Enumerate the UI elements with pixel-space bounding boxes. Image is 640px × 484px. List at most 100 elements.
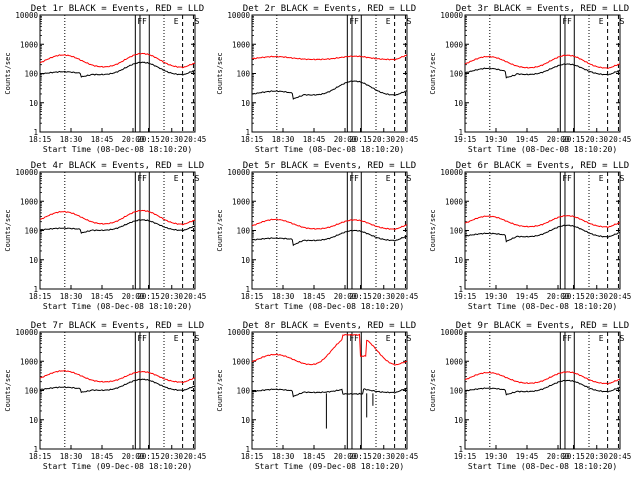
x-tick-label: 20:45 (609, 135, 632, 144)
panel-det8: Det 8r BLACK = Events, RED = LLD Counts/s… (216, 321, 418, 471)
panel-title: Det 3r BLACK = Events, RED = LLD (456, 4, 629, 14)
x-tick-label: 20:45 (396, 292, 419, 301)
series-lld-line (39, 52, 196, 69)
event-flag: F (137, 334, 142, 343)
plot-frame (251, 171, 408, 290)
y-axis-label: Counts/sec (4, 52, 12, 94)
series-events-line (39, 378, 196, 394)
y-tick-label: 10 (241, 99, 251, 108)
x-tick-label: 20:30 (585, 452, 608, 461)
panel-title: Det 6r BLACK = Events, RED = LLD (456, 161, 629, 171)
y-tick-label: 10 (241, 416, 251, 425)
y-tick-label: 1000 (20, 197, 39, 206)
series-events-line (39, 61, 196, 78)
y-tick-label: 10000 (227, 11, 250, 20)
y-tick-label: 1 (33, 128, 38, 137)
x-tick-label: 19:15 (454, 292, 477, 301)
x-tick-label: 20:00 (547, 135, 570, 144)
event-flag: S (407, 17, 412, 26)
y-tick-label: 1 (458, 128, 463, 137)
event-flag: S (407, 174, 412, 183)
y-tick-label: 1 (33, 445, 38, 454)
y-axis-label: Counts/sec (216, 209, 224, 251)
event-flag: F (562, 17, 567, 26)
x-tick-label: 20:45 (184, 452, 207, 461)
event-flag: F (349, 334, 354, 343)
y-tick-label: 100 (24, 227, 38, 236)
x-tick-label: 19:45 (516, 292, 539, 301)
event-flag: F (349, 174, 354, 183)
event-flag: F (354, 174, 359, 183)
x-axis-label: Start Time (09-Dec-08 18:10:20) (255, 462, 404, 471)
y-tick-label: 1000 (20, 40, 39, 49)
x-tick-label: 20:15 (349, 292, 372, 301)
x-tick-label: 20:15 (137, 452, 160, 461)
x-tick-label: 19:15 (454, 452, 477, 461)
x-tick-label: 20:00 (334, 452, 357, 461)
event-flag: S (620, 174, 625, 183)
event-flag: F (562, 334, 567, 343)
x-axis-label: Start Time (08-Dec-08 18:10:20) (43, 302, 192, 311)
x-tick-label: 18:45 (91, 135, 114, 144)
y-tick-label: 100 (236, 227, 250, 236)
y-axis-label: Counts/sec (4, 369, 12, 411)
event-flag: E (174, 334, 179, 343)
x-axis-label: Start Time (09-Dec-08 18:10:20) (43, 462, 192, 471)
panel-det7: Det 7r BLACK = Events, RED = LLD Counts/s… (4, 321, 206, 471)
x-tick-label: 18:15 (241, 452, 264, 461)
y-tick-label: 1 (245, 285, 250, 294)
event-flag: F (567, 174, 572, 183)
x-tick-label: 20:00 (334, 292, 357, 301)
y-tick-label: 10000 (440, 11, 463, 20)
x-tick-label: 20:00 (122, 452, 145, 461)
x-tick-label: 18:15 (29, 292, 52, 301)
event-flag: F (562, 174, 567, 183)
x-tick-label: 19:45 (516, 135, 539, 144)
panel-det2: Det 2r BLACK = Events, RED = LLD Counts/s… (216, 4, 418, 154)
event-flag: F (354, 17, 359, 26)
series-lld-line (464, 371, 621, 385)
event-flag: F (137, 174, 142, 183)
x-tick-label: 18:15 (241, 135, 264, 144)
x-tick-label: 20:15 (349, 452, 372, 461)
x-tick-label: 20:30 (585, 135, 608, 144)
plot-frame (251, 14, 408, 133)
plot-frame (251, 331, 408, 450)
event-flag: F (567, 334, 572, 343)
x-tick-label: 20:45 (184, 292, 207, 301)
y-tick-label: 100 (236, 70, 250, 79)
y-tick-label: 10000 (227, 328, 250, 337)
x-tick-label: 18:30 (60, 292, 83, 301)
x-tick-label: 20:15 (137, 135, 160, 144)
y-tick-label: 100 (449, 227, 463, 236)
x-tick-label: 20:15 (137, 292, 160, 301)
event-flag: F (354, 334, 359, 343)
event-flag: S (195, 17, 200, 26)
series-events-line (251, 387, 408, 398)
x-tick-label: 20:00 (547, 452, 570, 461)
x-tick-label: 20:30 (372, 292, 395, 301)
panel-title: Det 9r BLACK = Events, RED = LLD (456, 321, 629, 331)
x-tick-label: 18:45 (303, 135, 326, 144)
x-tick-label: 18:45 (91, 292, 114, 301)
panel-det6: Det 6r BLACK = Events, RED = LLD Counts/s… (429, 161, 631, 311)
series-events-line (39, 219, 196, 234)
y-tick-label: 1 (245, 128, 250, 137)
plot-frame (39, 171, 196, 290)
series-events-line (251, 229, 408, 247)
x-tick-label: 20:45 (396, 452, 419, 461)
x-axis-label: Start Time (08-Dec-08 18:10:20) (43, 145, 192, 154)
x-tick-label: 20:45 (184, 135, 207, 144)
y-tick-label: 1000 (232, 357, 251, 366)
y-tick-label: 10 (29, 99, 39, 108)
x-axis-label: Start Time (08-Dec-08 18:10:20) (468, 462, 617, 471)
series-events-line (251, 80, 408, 100)
x-tick-label: 18:15 (29, 135, 52, 144)
x-tick-label: 20:00 (122, 292, 145, 301)
y-tick-label: 1 (245, 445, 250, 454)
x-tick-label: 20:30 (160, 135, 183, 144)
y-axis-label: Counts/sec (429, 209, 437, 251)
y-tick-label: 1000 (20, 357, 39, 366)
x-tick-label: 18:45 (91, 452, 114, 461)
y-axis-label: Counts/sec (216, 52, 224, 94)
